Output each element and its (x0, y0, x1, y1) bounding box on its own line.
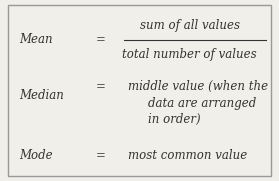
Text: sum of all values: sum of all values (140, 19, 240, 32)
Text: Median: Median (20, 89, 64, 102)
Text: =: = (95, 33, 105, 46)
Text: most common value: most common value (128, 149, 247, 162)
Text: =: = (95, 149, 105, 162)
Text: data are arranged: data are arranged (148, 97, 256, 110)
Text: Mean: Mean (20, 33, 53, 46)
Text: total number of values: total number of values (122, 48, 257, 61)
Text: in order): in order) (148, 113, 201, 126)
Text: middle value (when the: middle value (when the (128, 80, 268, 93)
Text: Mode: Mode (20, 149, 53, 162)
Text: =: = (95, 80, 105, 93)
